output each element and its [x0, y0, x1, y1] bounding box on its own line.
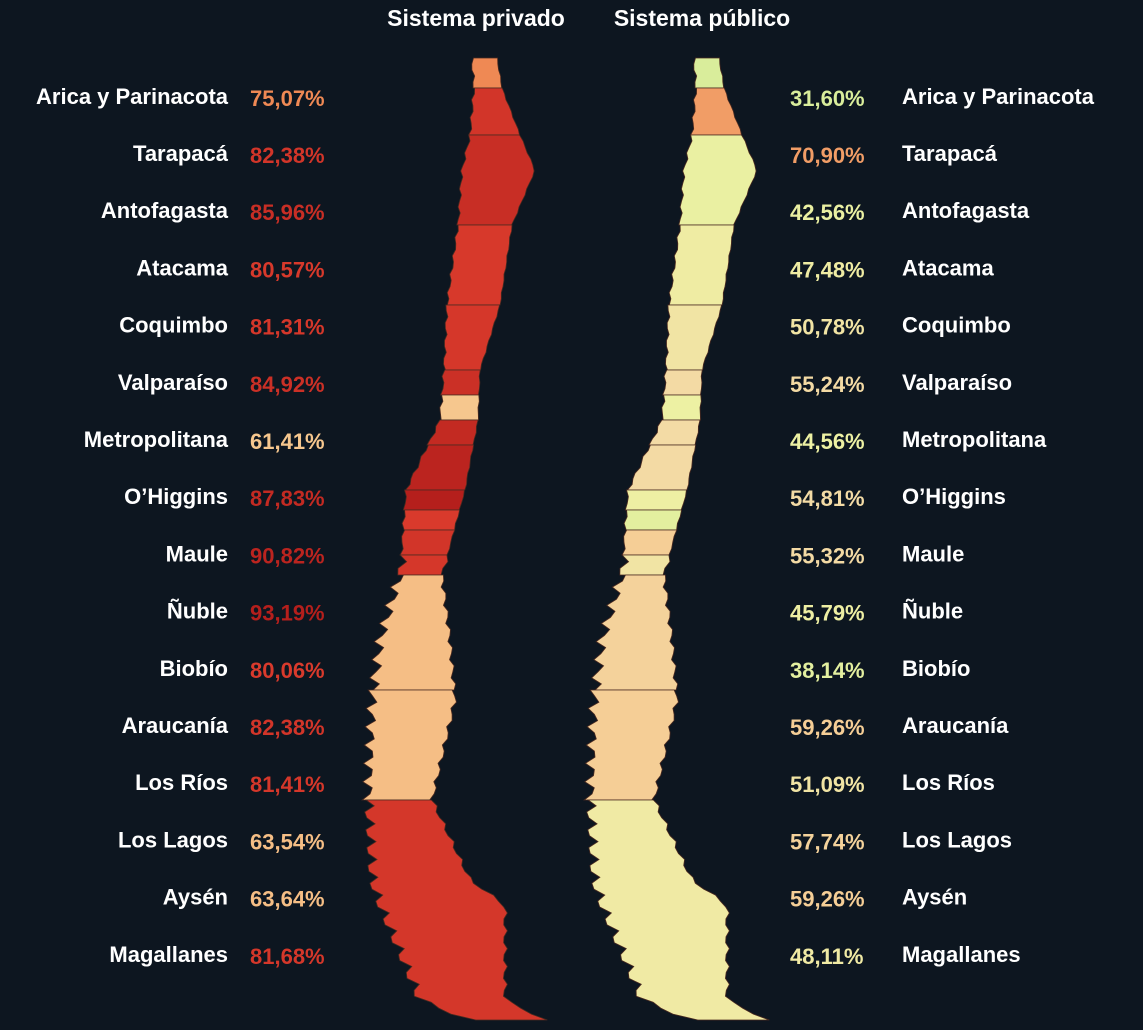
region-shape	[440, 369, 481, 396]
region-shape	[369, 574, 457, 691]
region-shape	[662, 369, 703, 396]
region-name: Antofagasta	[902, 198, 1030, 223]
region-name: Atacama	[136, 255, 228, 280]
region-shape	[446, 224, 513, 306]
public-value: 59,26%	[790, 715, 865, 740]
region-name: Metropolitana	[84, 427, 229, 452]
maps	[361, 57, 770, 1021]
region-name: Ñuble	[902, 599, 963, 624]
public-value: 45,79%	[790, 601, 865, 626]
region-name: Tarapacá	[902, 141, 998, 166]
region-shape	[399, 529, 456, 556]
private-value: 75,07%	[250, 86, 325, 111]
region-name: Atacama	[902, 255, 994, 280]
region-shape	[471, 57, 503, 89]
region-shape	[693, 57, 725, 89]
region-name: Coquimbo	[119, 313, 228, 338]
private-value: 81,41%	[250, 772, 325, 797]
public-value: 50,78%	[790, 315, 865, 340]
region-name: Biobío	[902, 656, 970, 681]
region-name: Aysén	[163, 885, 228, 910]
region-name: Maule	[166, 541, 228, 566]
private-value: 81,31%	[250, 315, 325, 340]
public-value: 59,26%	[790, 887, 865, 912]
region-shape	[401, 509, 461, 531]
region-name: Los Ríos	[135, 770, 228, 795]
public-value: 55,24%	[790, 372, 865, 397]
region-name: Antofagasta	[101, 198, 229, 223]
private-value: 63,54%	[250, 829, 325, 854]
region-shape	[661, 394, 702, 421]
private-value: 81,68%	[250, 944, 325, 969]
private-value: 80,57%	[250, 257, 325, 282]
public-value: 57,74%	[790, 829, 865, 854]
region-shape	[668, 224, 735, 306]
region-name: Maule	[902, 541, 964, 566]
public-value: 48,11%	[790, 944, 863, 969]
region-name: O’Higgins	[902, 484, 1006, 509]
region-name: Los Lagos	[118, 827, 228, 852]
region-name: Arica y Parinacota	[36, 84, 229, 109]
private-value: 61,41%	[250, 429, 325, 454]
region-name: O’Higgins	[124, 484, 228, 509]
region-name: Magallanes	[902, 942, 1021, 967]
public-value: 55,32%	[790, 543, 865, 568]
public-value: 44,56%	[790, 429, 865, 454]
region-shape	[619, 554, 671, 576]
region-shape	[439, 394, 480, 421]
labels: Arica y Parinacota 75,07% 31,60% Arica y Pa…	[36, 84, 1095, 969]
region-shape	[624, 489, 687, 511]
public-value: 47,48%	[790, 257, 865, 282]
region-name: Magallanes	[109, 942, 228, 967]
region-shape	[586, 799, 770, 1021]
title-private: Sistema privado	[387, 5, 565, 31]
private-value: 82,38%	[250, 715, 325, 740]
region-name: Valparaíso	[902, 370, 1012, 395]
region-name: Araucanía	[122, 713, 229, 738]
region-name: Coquimbo	[902, 313, 1011, 338]
region-shape	[364, 799, 548, 1021]
region-name: Los Ríos	[902, 770, 995, 795]
private-value: 63,64%	[250, 887, 325, 912]
private-value: 87,83%	[250, 486, 325, 511]
title-public: Sistema público	[614, 5, 790, 31]
private-value: 84,92%	[250, 372, 325, 397]
region-name: Los Lagos	[902, 827, 1012, 852]
region-name: Valparaíso	[118, 370, 228, 395]
public-value: 51,09%	[790, 772, 865, 797]
region-shape	[591, 574, 679, 691]
public-value: 38,14%	[790, 658, 865, 683]
public-value: 42,56%	[790, 200, 865, 225]
region-name: Metropolitana	[902, 427, 1047, 452]
private-value: 85,96%	[250, 200, 325, 225]
private-value: 80,06%	[250, 658, 325, 683]
private-value: 90,82%	[250, 543, 325, 568]
region-name: Tarapacá	[133, 141, 229, 166]
public-value: 54,81%	[790, 486, 865, 511]
region-shape	[623, 509, 683, 531]
region-name: Ñuble	[167, 599, 228, 624]
public-value: 31,60%	[790, 86, 865, 111]
region-shape	[397, 554, 449, 576]
region-name: Biobío	[160, 656, 228, 681]
region-name: Arica y Parinacota	[902, 84, 1095, 109]
private-value: 82,38%	[250, 143, 325, 168]
region-name: Araucanía	[902, 713, 1009, 738]
region-shape	[621, 529, 678, 556]
region-shape	[402, 489, 465, 511]
public-value: 70,90%	[790, 143, 865, 168]
private-value: 93,19%	[250, 601, 325, 626]
region-name: Aysén	[902, 885, 967, 910]
